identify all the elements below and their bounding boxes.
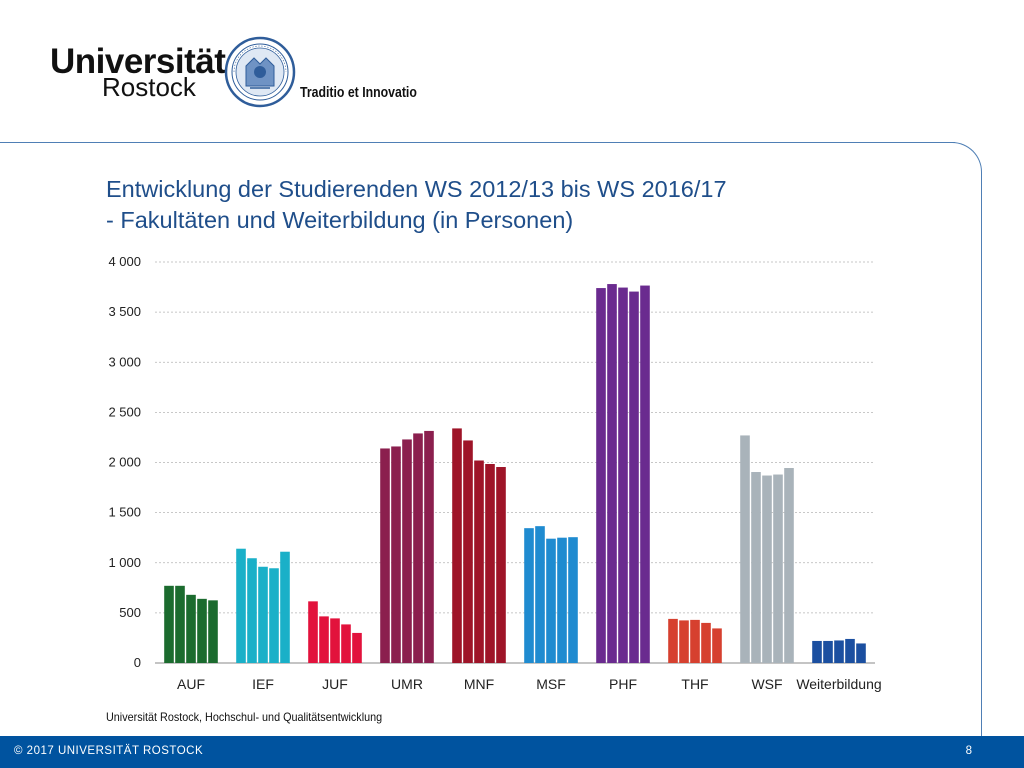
bar — [834, 640, 844, 663]
bar — [596, 288, 606, 663]
bar — [823, 640, 833, 663]
bar — [474, 460, 484, 663]
content-frame-corner — [938, 142, 982, 186]
bar — [679, 620, 689, 663]
bar — [319, 616, 329, 663]
bar — [784, 468, 794, 663]
bar — [524, 528, 534, 663]
slide-title-line1: Entwicklung der Studierenden WS 2012/13 … — [106, 176, 727, 202]
x-tick-label: UMR — [391, 676, 423, 692]
bar — [568, 537, 578, 663]
y-tick-label: 4 000 — [108, 254, 141, 269]
bar — [269, 568, 279, 663]
x-tick-label: WSF — [751, 676, 782, 692]
bar — [452, 428, 462, 663]
bar — [424, 430, 434, 663]
bar — [629, 291, 639, 663]
x-tick-label: MSF — [536, 676, 566, 692]
bar — [618, 287, 628, 663]
y-tick-label: 1 500 — [108, 505, 141, 520]
bar — [668, 618, 678, 663]
bar-chart: 0 500 1 000 1 500 2 000 2 500 3 000 3 500 4 000 A… — [108, 254, 881, 692]
source-note: Universität Rostock, Hochschul- und Qual… — [106, 710, 383, 724]
bar — [247, 558, 257, 663]
bar — [330, 618, 340, 663]
y-tick-label: 0 — [134, 655, 141, 670]
content-frame-right-edge — [981, 180, 982, 736]
bar — [341, 624, 351, 663]
logo-wordmark-line1: Universität — [50, 42, 226, 81]
x-tick-label: IEF — [252, 676, 274, 692]
y-tick-label: 3 500 — [108, 304, 141, 319]
bar — [690, 619, 700, 663]
bar — [463, 440, 473, 663]
logo-motto: Traditio et Innovatio — [300, 84, 417, 101]
bar — [164, 585, 174, 663]
bar — [413, 433, 423, 663]
bar — [812, 640, 822, 663]
bar — [258, 566, 268, 663]
bar — [640, 285, 650, 663]
x-tick-label: Weiterbildung — [796, 676, 881, 692]
x-tick-label: AUF — [177, 676, 205, 692]
x-tick-label: THF — [681, 676, 708, 692]
bar — [546, 538, 556, 663]
bar — [701, 622, 711, 663]
bar — [712, 628, 722, 663]
footer-copyright: © 2017 UNIVERSITÄT ROSTOCK — [14, 745, 204, 757]
bar — [496, 467, 506, 663]
bar — [557, 537, 567, 663]
bar — [402, 439, 412, 663]
bar — [762, 475, 772, 663]
bar — [175, 585, 185, 663]
bar — [773, 474, 783, 663]
footer-bar: © 2017 UNIVERSITÄT ROSTOCK 8 — [0, 736, 1024, 768]
bar — [845, 638, 855, 663]
bar — [856, 643, 866, 663]
slide-title-line2: - Fakultäten und Weiterbildung (in Perso… — [106, 207, 574, 233]
y-tick-label: 2 000 — [108, 455, 141, 470]
bar — [607, 284, 617, 663]
bar — [391, 446, 401, 663]
y-tick-label: 1 000 — [108, 555, 141, 570]
bar — [380, 448, 390, 663]
bar — [535, 526, 545, 663]
x-tick-label: JUF — [322, 676, 348, 692]
page-number: 8 — [965, 745, 972, 757]
bar — [352, 632, 362, 663]
logo-wordmark-line2: Rostock — [102, 72, 196, 102]
y-tick-label: 500 — [119, 605, 141, 620]
bar — [236, 548, 246, 663]
bar — [186, 594, 196, 663]
y-tick-label: 2 500 — [108, 404, 141, 419]
bar — [308, 601, 318, 663]
y-tick-label: 3 000 — [108, 354, 141, 369]
header-divider — [0, 142, 955, 143]
bar — [208, 600, 218, 663]
bar — [197, 598, 207, 663]
slide-title: Entwicklung der Studierenden WS 2012/13 … — [106, 174, 926, 236]
bar — [280, 551, 290, 663]
x-tick-label: PHF — [609, 676, 637, 692]
bar — [751, 472, 761, 663]
x-tick-label: MNF — [464, 676, 494, 692]
bar — [485, 464, 495, 663]
university-seal-icon — [224, 36, 296, 108]
bar — [740, 435, 750, 663]
